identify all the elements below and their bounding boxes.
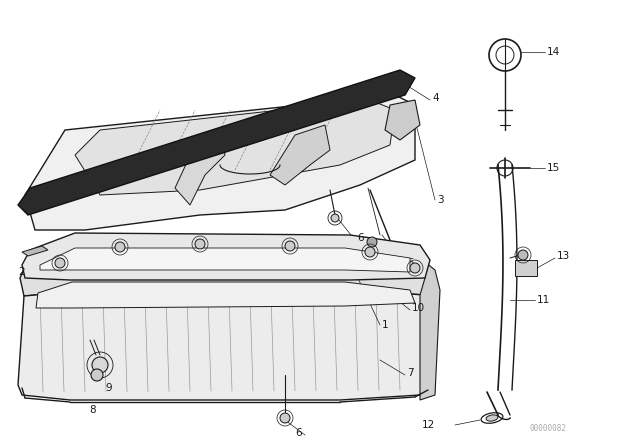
Text: 6: 6 bbox=[295, 428, 301, 438]
Polygon shape bbox=[385, 100, 420, 140]
Circle shape bbox=[92, 357, 108, 373]
Polygon shape bbox=[270, 125, 330, 185]
Text: 12: 12 bbox=[422, 420, 435, 430]
Polygon shape bbox=[420, 258, 440, 400]
Text: 7: 7 bbox=[407, 368, 413, 378]
Circle shape bbox=[518, 250, 528, 260]
Text: 3: 3 bbox=[437, 195, 444, 205]
Polygon shape bbox=[36, 282, 415, 308]
Text: 2: 2 bbox=[18, 267, 24, 277]
Polygon shape bbox=[175, 135, 225, 205]
Circle shape bbox=[410, 263, 420, 273]
Polygon shape bbox=[18, 290, 430, 400]
Text: 11: 11 bbox=[537, 295, 550, 305]
Circle shape bbox=[91, 369, 103, 381]
Circle shape bbox=[115, 242, 125, 252]
Text: 13: 13 bbox=[557, 251, 570, 261]
Circle shape bbox=[365, 247, 375, 257]
Text: 00000082: 00000082 bbox=[530, 423, 567, 432]
Circle shape bbox=[331, 214, 339, 222]
Bar bbox=[515, 260, 537, 276]
Circle shape bbox=[280, 413, 290, 423]
Text: 8: 8 bbox=[90, 405, 96, 415]
Polygon shape bbox=[75, 100, 395, 195]
Circle shape bbox=[285, 241, 295, 251]
Circle shape bbox=[55, 258, 65, 268]
Text: 5: 5 bbox=[407, 258, 413, 268]
Polygon shape bbox=[22, 246, 48, 256]
Polygon shape bbox=[22, 233, 430, 280]
Text: 14: 14 bbox=[547, 47, 560, 57]
Circle shape bbox=[195, 239, 205, 249]
Polygon shape bbox=[25, 95, 415, 230]
Text: 10: 10 bbox=[412, 303, 425, 313]
Polygon shape bbox=[20, 248, 430, 296]
Text: 9: 9 bbox=[105, 383, 111, 393]
Ellipse shape bbox=[486, 415, 498, 421]
Circle shape bbox=[367, 237, 377, 247]
Text: 1: 1 bbox=[382, 320, 388, 330]
Text: 15: 15 bbox=[547, 163, 560, 173]
Polygon shape bbox=[40, 248, 410, 272]
Text: 4: 4 bbox=[432, 93, 438, 103]
Polygon shape bbox=[18, 70, 415, 215]
Text: 6: 6 bbox=[357, 233, 364, 243]
